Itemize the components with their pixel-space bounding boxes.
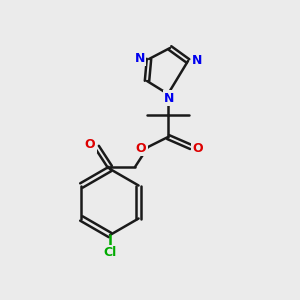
Text: N: N bbox=[192, 53, 202, 67]
Text: O: O bbox=[136, 142, 146, 154]
Text: Cl: Cl bbox=[103, 247, 117, 260]
Text: N: N bbox=[164, 92, 174, 104]
Text: O: O bbox=[85, 139, 95, 152]
Text: N: N bbox=[135, 52, 145, 64]
Text: O: O bbox=[193, 142, 203, 154]
